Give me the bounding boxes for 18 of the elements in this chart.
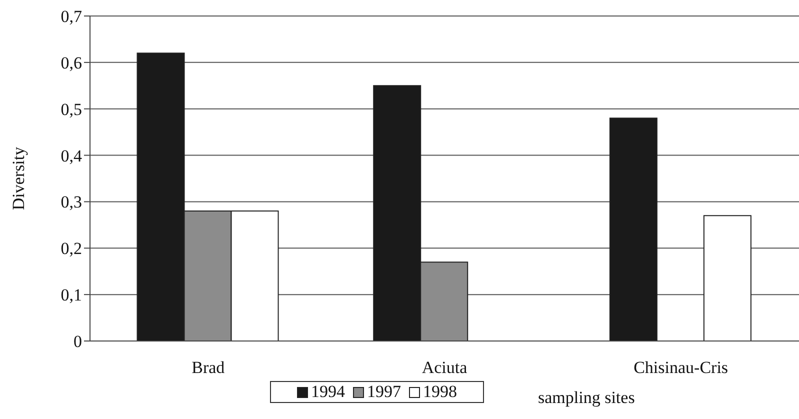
y-tick-label: 0,7: [60, 7, 82, 26]
y-tick-label: 0,5: [60, 100, 82, 119]
y-tick-label: 0,4: [60, 146, 82, 166]
y-axis-title: Diversity: [9, 146, 28, 210]
y-tick-label: 0,6: [60, 53, 82, 72]
y-tick-label: 0,2: [60, 239, 82, 258]
x-tick-label: Aciuta: [422, 358, 468, 378]
x-tick-label: Brad: [192, 358, 226, 378]
y-tick-label: 0,3: [60, 192, 82, 212]
y-tick-label: 0: [74, 332, 82, 352]
x-tick-label: Chisinau-Cris: [634, 358, 728, 378]
bar: [703, 215, 752, 341]
bar: [609, 118, 658, 341]
legend-label: 1994: [310, 382, 345, 402]
legend-label: 1997: [366, 382, 401, 402]
x-axis-title: sampling sites: [538, 388, 635, 408]
legend-label: 1998: [422, 382, 457, 402]
y-tick-label: 0,1: [60, 286, 82, 305]
